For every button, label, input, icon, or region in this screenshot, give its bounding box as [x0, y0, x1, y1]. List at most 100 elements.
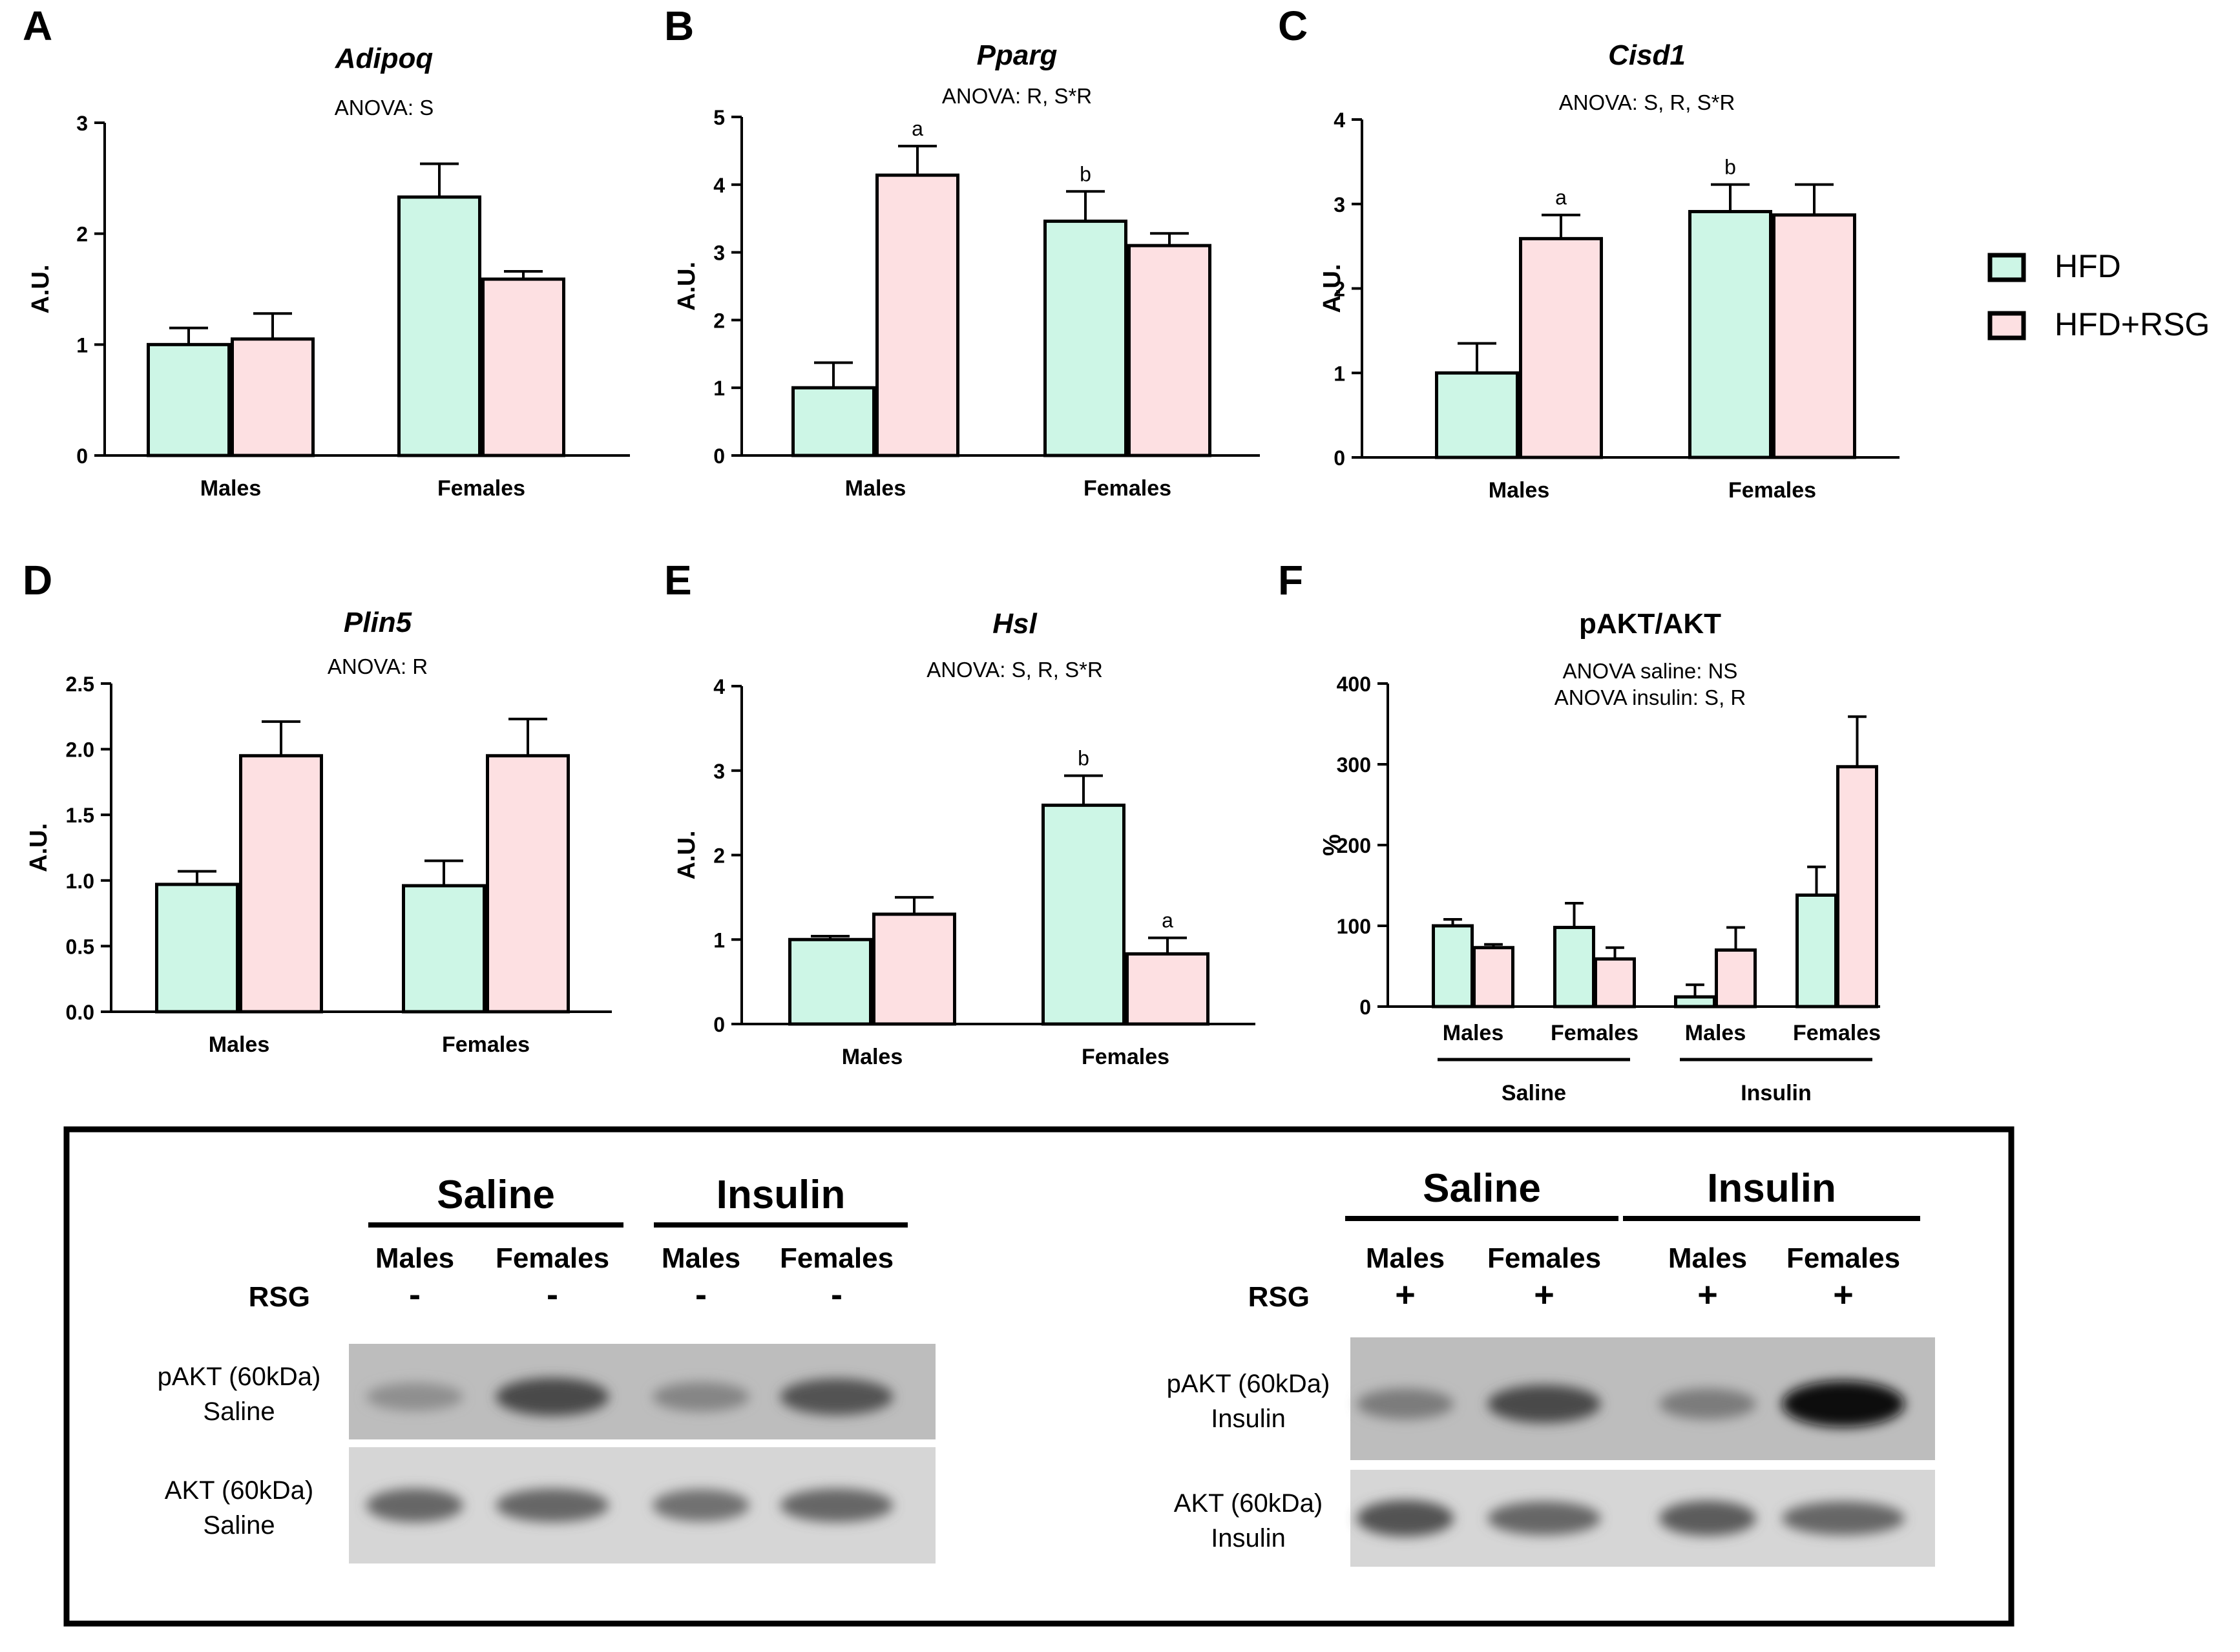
bar-hfd-females: [1043, 219, 1127, 457]
y-tick-label: 0: [1334, 446, 1345, 470]
y-tick-label: 1: [713, 928, 725, 952]
blot-row-condition: Insulin: [1211, 1524, 1286, 1553]
legend-swatch-hfd: [1987, 253, 2026, 282]
x-tick-label: Males: [842, 1045, 903, 1069]
bar-hfd-males: [1432, 924, 1474, 1009]
chart-title: Cisd1: [1608, 39, 1686, 71]
blot-band: [496, 1377, 609, 1416]
bar-hfd-rsg-males: [872, 912, 956, 1026]
bar-hfd-females: [1795, 894, 1837, 1009]
y-tick-label: 0.5: [66, 935, 94, 958]
blot-lane-label: Males: [1366, 1242, 1445, 1274]
bar-hfd-rsg-males: [239, 754, 323, 1014]
panel-letter: F: [1278, 557, 1303, 603]
group-label: Saline: [1502, 1081, 1566, 1105]
bar-hfd-rsg-females: [1772, 213, 1856, 459]
chart-subtitle: ANOVA: R, S*R: [942, 84, 1092, 108]
chart-title: Plin5: [344, 607, 412, 638]
x-tick-label: Males: [845, 476, 906, 501]
charts-layer: A Adipoq ANOVA: S 0 1 2 3 A.U. Males Females B Ppar…: [23, 3, 1900, 1105]
y-tick-label: 1.5: [66, 804, 94, 827]
y-tick-label: 0: [713, 1013, 725, 1036]
y-tick-label: 2: [76, 223, 88, 246]
blot-band: [1357, 1388, 1454, 1419]
blot-row-label: pAKT (60kDa): [1167, 1370, 1330, 1398]
y-axis-label: A.U.: [25, 823, 52, 872]
bar-hfd-rsg-males: [231, 337, 315, 457]
y-tick-label: 1: [1334, 362, 1345, 385]
y-axis-label: A.U.: [1319, 264, 1346, 313]
blot-row-label: AKT (60kDa): [1174, 1489, 1323, 1518]
chart-panel-c: C Cisd1 ANOVA: S, R, S*R 0 1 2 3 4 A.U. Males Fema…: [1278, 3, 1900, 503]
chart-subtitle: ANOVA: R: [328, 654, 428, 678]
chart-panel-d: D Plin5 ANOVA: R 0.0 0.5 1.0 1.5 2.0 2.5 A.U. Male…: [23, 557, 612, 1057]
blot-lane-label: Males: [1668, 1242, 1747, 1274]
chart-panel-b: B Pparg ANOVA: R, S*R 0 1 2 3 4 5 A.U. Males Female…: [664, 3, 1260, 501]
bar-hfd-males: [791, 386, 875, 457]
blot-set-minus-rsg: Saline InsulinMales-Females-Males-Females…: [158, 1173, 936, 1563]
blot-frame: [63, 1126, 2015, 1627]
blot-band: [1659, 1500, 1756, 1536]
bar-hfd-males: [147, 342, 231, 457]
y-tick-label: 0.0: [66, 1001, 94, 1024]
y-tick-label: 200: [1337, 834, 1371, 857]
rsg-sign: +: [1395, 1275, 1416, 1314]
blot-lane-label: Females: [1786, 1242, 1900, 1274]
y-tick-label: 4: [1334, 109, 1345, 132]
chart-panel-e: E Hsl ANOVA: S, R, S*R 0 1 2 3 4 A.U. Males Female…: [664, 557, 1255, 1069]
y-tick-label: 1: [713, 377, 725, 400]
blot-band: [366, 1383, 463, 1411]
x-tick-label: Males: [1489, 478, 1550, 503]
chart-title: Hsl: [992, 608, 1037, 640]
blot-row-label: AKT (60kDa): [165, 1476, 313, 1505]
significance-letter: a: [1162, 909, 1173, 932]
blot-band: [1782, 1381, 1905, 1427]
legend-label: HFD+RSG: [2055, 306, 2210, 342]
bar-hfd-males: [788, 937, 872, 1026]
x-tick-label: Males: [1685, 1021, 1746, 1045]
y-tick-label: 0: [76, 444, 88, 468]
x-tick-label: Females: [1082, 1045, 1169, 1069]
blot-band: [496, 1488, 609, 1523]
blot-group-label: Saline: [1423, 1166, 1541, 1211]
y-axis-label: %: [1319, 834, 1346, 856]
bar-hfd-females: [397, 195, 481, 457]
bar-hfd-males: [1435, 371, 1519, 459]
blot-row-condition: Saline: [203, 1511, 275, 1540]
panel-letter: C: [1278, 3, 1308, 49]
bar-hfd-females: [1041, 803, 1125, 1026]
x-tick-label: Females: [437, 476, 525, 501]
rsg-sign: -: [547, 1275, 558, 1314]
blot-lane-label: Males: [662, 1242, 740, 1274]
significance-letter: b: [1080, 162, 1091, 185]
y-tick-label: 2: [713, 844, 725, 868]
rsg-sign: +: [1833, 1275, 1854, 1314]
y-axis-label: A.U.: [27, 265, 54, 314]
blot-band: [653, 1489, 749, 1521]
bar-hfd-rsg-females: [1594, 957, 1636, 1009]
blot-lane-label: Females: [780, 1242, 894, 1274]
chart-title: Pparg: [977, 39, 1058, 71]
y-tick-label: 2: [1334, 278, 1345, 301]
blot-band: [1357, 1500, 1454, 1537]
rsg-sign: +: [1534, 1275, 1554, 1314]
y-tick-label: 2: [713, 309, 725, 332]
chart-title: Adipoq: [335, 43, 434, 74]
y-tick-label: 5: [713, 106, 725, 129]
western-blot-panel: Saline InsulinMales-Females-Males-Females…: [63, 1126, 2015, 1627]
panel-letter: D: [23, 557, 52, 603]
y-tick-label: 1: [76, 333, 88, 357]
blot-row-condition: Insulin: [1211, 1405, 1286, 1433]
legend: HFD HFD+RSG: [1987, 248, 2210, 342]
y-tick-label: 300: [1337, 753, 1371, 777]
x-tick-label: Males: [1443, 1021, 1504, 1045]
y-tick-label: 3: [713, 242, 725, 265]
bar-hfd-rsg-females: [486, 754, 570, 1014]
y-tick-label: 3: [713, 760, 725, 783]
blot-band: [780, 1488, 894, 1523]
blot-band: [366, 1488, 463, 1523]
bar-hfd-rsg-females: [1125, 952, 1209, 1026]
group-label: Insulin: [1741, 1081, 1812, 1105]
chart-subtitle: ANOVA: S, R, S*R: [926, 658, 1103, 682]
chart-subtitle-2: ANOVA insulin: S, R: [1554, 685, 1746, 709]
